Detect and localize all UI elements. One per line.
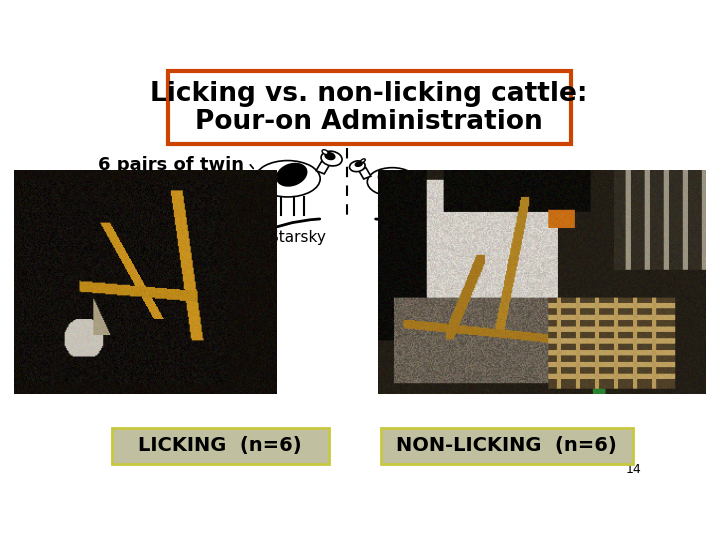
Ellipse shape	[377, 171, 400, 187]
Ellipse shape	[255, 160, 320, 197]
Text: Hutch: Hutch	[400, 231, 446, 245]
FancyBboxPatch shape	[168, 71, 570, 144]
Text: 6 pairs of twin: 6 pairs of twin	[98, 156, 244, 174]
Ellipse shape	[349, 161, 365, 172]
Polygon shape	[359, 168, 371, 179]
Ellipse shape	[322, 150, 328, 154]
Text: 14: 14	[626, 463, 642, 476]
Ellipse shape	[361, 159, 365, 163]
Text: NON-LICKING  (n=6): NON-LICKING (n=6)	[396, 436, 617, 455]
Text: Starsky: Starsky	[269, 231, 326, 245]
Text: cattle: cattle	[98, 174, 156, 192]
Ellipse shape	[367, 168, 417, 196]
Text: Pour-on Administration: Pour-on Administration	[195, 109, 543, 135]
Text: LICKING  (n=6): LICKING (n=6)	[138, 436, 302, 455]
Ellipse shape	[276, 163, 307, 187]
FancyBboxPatch shape	[112, 428, 329, 464]
Ellipse shape	[324, 152, 336, 160]
Text: Licking vs. non-licking cattle:: Licking vs. non-licking cattle:	[150, 81, 588, 107]
Polygon shape	[316, 161, 330, 174]
Ellipse shape	[354, 161, 363, 167]
FancyBboxPatch shape	[381, 428, 632, 464]
Ellipse shape	[321, 151, 342, 166]
